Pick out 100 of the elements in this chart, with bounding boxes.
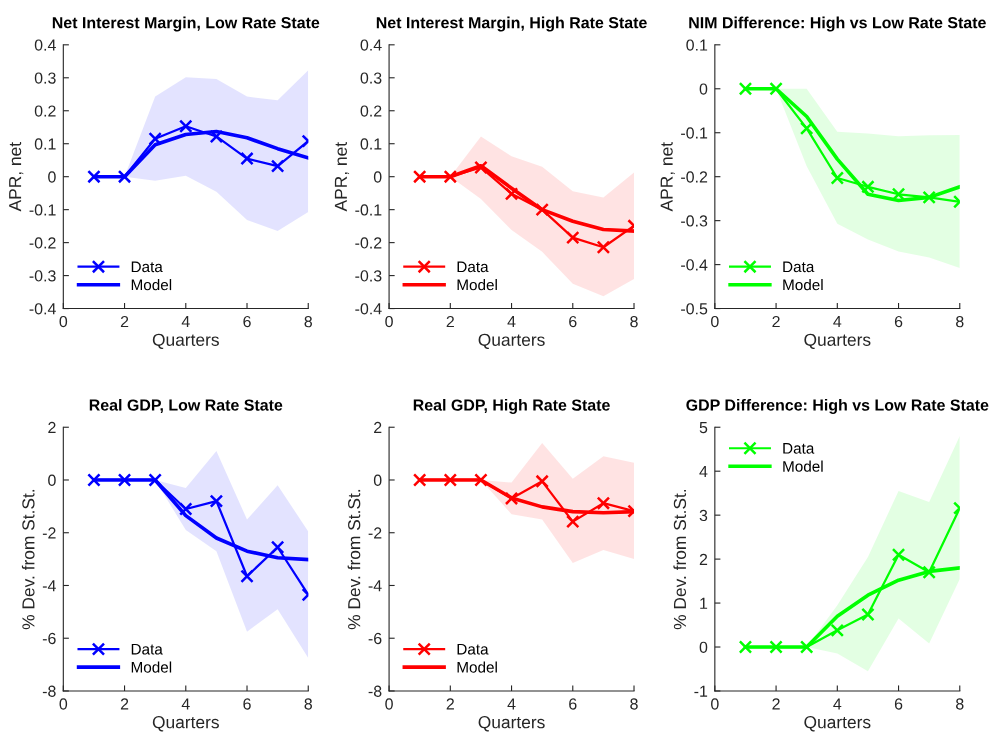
y-tick-label: 2: [374, 421, 382, 434]
y-tick-label: -6: [368, 632, 382, 645]
x-tick-label: 0: [711, 698, 719, 710]
y-tick-label: 2: [699, 553, 708, 565]
x-tick-label: 4: [833, 316, 842, 328]
y-tick-label: 2: [48, 421, 56, 434]
x-tick-label: 8: [304, 698, 312, 710]
chart-title: Net Interest Margin, Low Rate State: [52, 16, 320, 32]
legend-label: Data: [783, 443, 815, 454]
legend-label: Model: [783, 460, 823, 472]
x-tick-label: 8: [304, 315, 312, 328]
legend-label: Data: [131, 643, 163, 655]
x-tick-label: 6: [569, 315, 577, 328]
y-tick-label: -0.5: [681, 303, 708, 315]
x-tick-label: 6: [894, 315, 903, 328]
y-tick-label: -0.3: [355, 270, 382, 282]
x-tick-label: 8: [956, 698, 964, 710]
legend-label: Data: [131, 261, 163, 273]
x-tick-label: 0: [59, 698, 68, 710]
y-tick-label: -0.1: [355, 204, 382, 216]
x-tick-label: 8: [956, 315, 964, 328]
y-tick-label: 0.2: [34, 105, 56, 117]
legend-label: Data: [783, 261, 815, 273]
y-tick-label: 0.1: [686, 39, 708, 51]
legend-label: Model: [783, 279, 823, 291]
y-tick-label: -0.2: [681, 171, 708, 183]
y-axis-title: % Dev. from St.St.: [347, 489, 361, 630]
x-tick-label: 4: [181, 316, 190, 328]
y-tick-label: 0.1: [34, 138, 56, 150]
x-tick-label: 4: [181, 698, 190, 710]
x-tick-label: 0: [385, 698, 393, 710]
y-axis-title: % Dev. from St.St.: [673, 489, 687, 630]
legend-label: Data: [457, 643, 489, 655]
y-axis-title: APR, net: [334, 142, 350, 212]
y-tick-label: -0.4: [29, 303, 56, 315]
y-tick-label: 0.4: [34, 39, 56, 51]
chart-title: Net Interest Margin, High Rate State: [376, 16, 647, 32]
legend-label: Model: [131, 279, 172, 291]
x-axis-title: Quarters: [478, 716, 545, 732]
y-tick-label: -0.4: [355, 303, 382, 315]
x-tick-label: 0: [711, 315, 719, 328]
y-tick-label: 0: [699, 641, 708, 653]
y-tick-label: 0: [48, 474, 56, 486]
y-tick-label: -8: [368, 685, 382, 697]
y-tick-label: -1: [694, 685, 708, 697]
y-tick-label: 4: [699, 465, 708, 477]
y-tick-label: -0.2: [29, 237, 56, 249]
legend-label: Model: [457, 279, 497, 291]
x-tick-label: 6: [569, 698, 577, 710]
x-axis-title: Quarters: [804, 716, 871, 732]
y-tick-label: -4: [42, 580, 56, 592]
x-axis-title: Quarters: [152, 333, 219, 350]
y-tick-label: 5: [699, 422, 708, 434]
x-tick-label: 0: [59, 315, 68, 328]
x-tick-label: 2: [772, 315, 780, 328]
x-axis-title: Quarters: [804, 333, 871, 350]
y-tick-label: -0.4: [681, 259, 708, 271]
y-tick-label: -0.1: [681, 127, 708, 139]
y-tick-label: 0: [699, 83, 708, 95]
x-tick-label: 2: [772, 698, 780, 710]
y-tick-label: -6: [42, 632, 56, 645]
x-tick-label: 2: [446, 315, 454, 328]
x-tick-label: 6: [243, 698, 251, 710]
x-tick-label: 0: [385, 315, 393, 328]
y-tick-label: 0.3: [360, 72, 382, 84]
x-tick-label: 6: [243, 315, 251, 328]
chart-title: Real GDP, Low Rate State: [89, 399, 283, 414]
x-tick-label: 4: [833, 698, 842, 710]
x-axis-title: Quarters: [152, 716, 219, 732]
y-axis-title: APR, net: [9, 142, 24, 212]
y-tick-label: -0.3: [681, 215, 708, 227]
x-tick-label: 2: [446, 698, 454, 710]
x-tick-label: 8: [630, 698, 638, 710]
y-axis-title: APR, net: [660, 142, 675, 212]
legend-label: Model: [131, 661, 172, 673]
x-tick-label: 6: [894, 698, 903, 710]
x-tick-label: 2: [120, 315, 129, 328]
x-axis-title: Quarters: [478, 333, 545, 350]
x-tick-label: 4: [507, 316, 516, 328]
y-tick-label: 0: [48, 171, 56, 183]
y-tick-label: 3: [699, 509, 708, 522]
y-tick-label: -2: [42, 527, 56, 539]
y-tick-label: -8: [42, 685, 56, 697]
legend-label: Model: [457, 661, 497, 673]
y-tick-label: 0.2: [360, 105, 382, 117]
y-tick-label: -4: [368, 580, 382, 592]
chart-title: NIM Difference: High vs Low Rate State: [689, 16, 986, 32]
y-tick-label: -0.3: [29, 270, 56, 282]
x-tick-label: 4: [507, 698, 516, 710]
y-tick-label: 0.1: [360, 138, 382, 150]
y-tick-label: 0: [373, 171, 382, 183]
y-tick-label: 0: [373, 474, 382, 486]
chart-title: GDP Difference: High vs Low Rate State: [686, 399, 989, 414]
x-tick-label: 8: [630, 315, 638, 328]
y-tick-label: -0.2: [355, 237, 382, 249]
y-tick-label: 0.3: [34, 72, 56, 84]
y-tick-label: -0.1: [29, 204, 56, 216]
legend-label: Data: [457, 261, 489, 273]
y-tick-label: 0.4: [360, 39, 382, 51]
chart-title: Real GDP, High Rate State: [413, 399, 610, 414]
